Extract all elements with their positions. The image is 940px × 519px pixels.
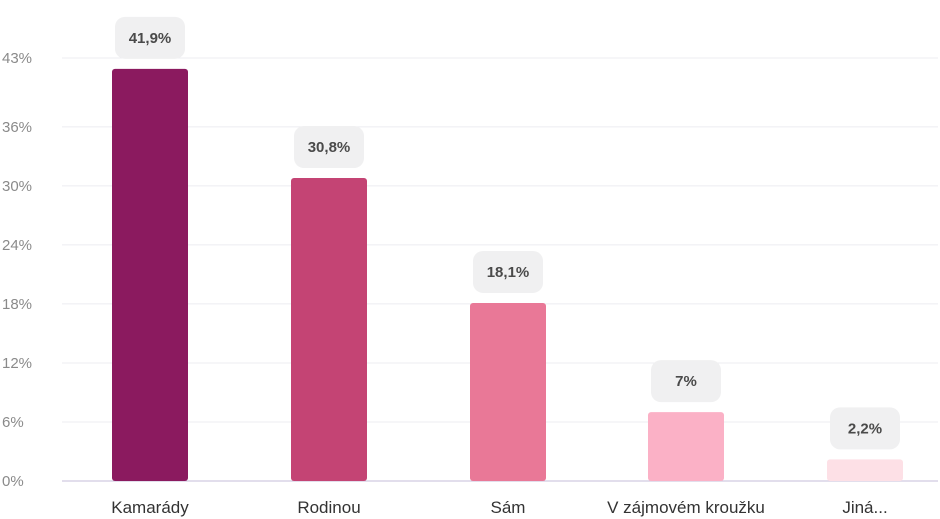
x-axis-labels: Kamarády Rodinou Sám V zájmovém kroužku Jiná… (111, 498, 887, 517)
y-tick-label: 6% (2, 414, 24, 431)
value-label: 41,9% (129, 30, 172, 47)
value-label: 7% (675, 373, 697, 390)
bar[interactable] (112, 68, 188, 482)
value-labels: 41,9% 30,8% 18,1% 7% 2,2% (115, 16, 900, 450)
y-tick-label: 43% (2, 50, 32, 67)
x-tick-label: V zájmovém kroužku (607, 498, 765, 517)
x-tick-label: Jiná... (842, 498, 887, 517)
value-label-badge (294, 126, 364, 169)
value-label-badge (830, 407, 900, 450)
y-tick-label: 30% (2, 178, 32, 195)
value-label: 2,2% (848, 420, 882, 437)
value-label-badge (473, 250, 543, 293)
value-label-badge (651, 360, 721, 403)
y-tick-label: 12% (2, 355, 32, 372)
bar[interactable] (291, 178, 367, 481)
value-label-badge (115, 16, 185, 59)
bar[interactable] (470, 302, 546, 481)
x-tick-label: Kamarády (111, 498, 189, 517)
y-tick-label: 18% (2, 296, 32, 313)
bar[interactable] (648, 412, 724, 481)
y-tick-label: 24% (2, 237, 32, 254)
y-tick-label: 36% (2, 119, 32, 136)
y-axis-ticks: 0% 6% 12% 18% 24% 30% 36% 43% (2, 50, 32, 490)
value-label: 30,8% (308, 139, 351, 156)
bars (112, 68, 903, 482)
value-label: 18,1% (487, 264, 530, 281)
bar[interactable] (827, 459, 903, 481)
x-tick-label: Rodinou (297, 498, 360, 517)
y-tick-label: 0% (2, 473, 24, 490)
x-tick-label: Sám (491, 498, 526, 517)
gridlines (62, 57, 938, 482)
